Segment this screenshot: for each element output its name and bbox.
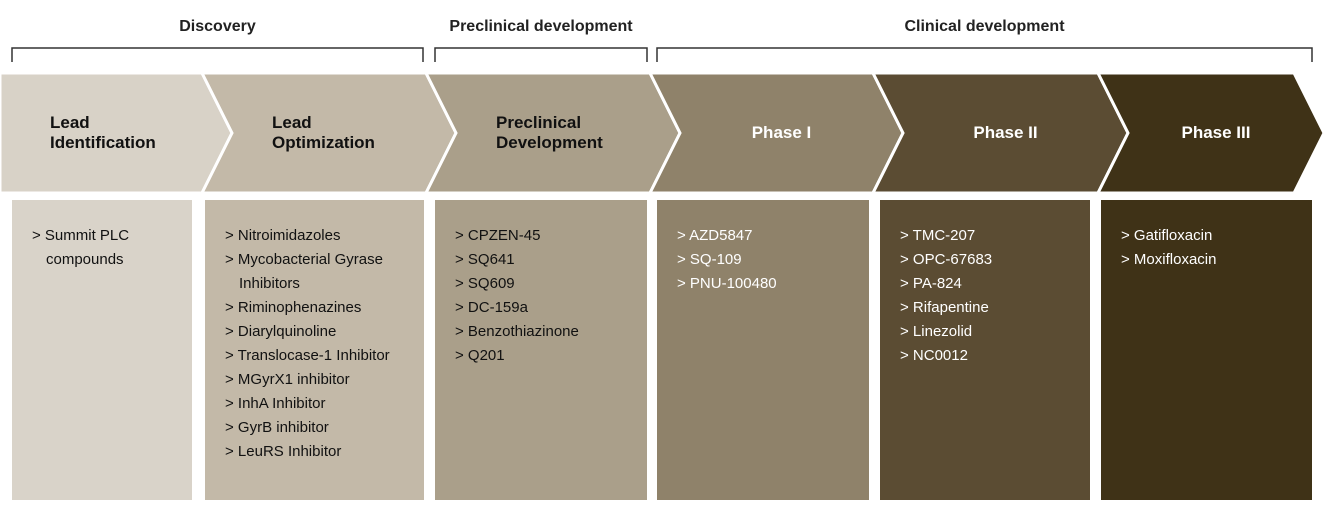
pipeline-item: > Rifapentine [900, 299, 989, 316]
pipeline-item: > PNU-100480 [677, 275, 777, 292]
pipeline-item: > SQ641 [455, 251, 515, 268]
pipeline-item: > Linezolid [900, 323, 973, 340]
pipeline-item: > Mycobacterial Gyrase Inhibitors [225, 251, 383, 292]
stage-column: > AZD5847 > SQ-109 > PNU-100480 [657, 200, 869, 500]
stage-label: Phase I [751, 123, 812, 142]
group-label: Discovery [179, 18, 256, 35]
stage-label: Lead Optimization [272, 113, 375, 152]
stage-column: > Summit PLC compounds [12, 200, 192, 500]
stage-label: Lead Identification [50, 113, 156, 152]
group-label: Clinical development [904, 18, 1065, 35]
pipeline-item: > InhA Inhibitor [225, 395, 326, 412]
stage-column: > Gatifloxacin > Moxifloxacin [1101, 200, 1312, 500]
pipeline-item: > Moxifloxacin [1121, 251, 1217, 268]
stage-column: > TMC-207 > OPC-67683 > PA-824 > Rifapentin… [880, 200, 1090, 500]
pipeline-item: > Riminophenazines [225, 299, 362, 316]
bracket [656, 47, 1313, 62]
stage-label: Phase II [973, 123, 1038, 142]
stage-column: > CPZEN-45 > SQ641 > SQ609 > DC-159a > Benzo… [435, 200, 647, 500]
pipeline-item: > Nitroimidazoles [225, 227, 341, 244]
bracket [434, 47, 648, 62]
stage-label: Preclinical Development [496, 113, 603, 152]
pipeline-item: > LeuRS Inhibitor [225, 443, 342, 460]
pipeline-item: > GyrB inhibitor [225, 419, 329, 436]
stage-column: > Nitroimidazoles > Mycobacterial Gyrase … [205, 200, 424, 500]
pipeline-item: > MGyrX1 inhibitor [225, 371, 350, 388]
pipeline-item: > TMC-207 [900, 227, 976, 244]
pipeline-item: > Benzothiazinone [455, 323, 579, 340]
pipeline-item: > Summit PLC compounds [32, 227, 130, 268]
pipeline-item: > Translocase-1 Inhibitor [225, 347, 390, 364]
bracket [11, 47, 424, 62]
chevron [1095, 71, 1324, 195]
pipeline-item: > Gatifloxacin [1121, 227, 1213, 244]
pipeline-item: > SQ609 [455, 275, 515, 292]
pipeline-item: > SQ-109 [677, 251, 742, 268]
pipeline-item: > Q201 [455, 347, 505, 364]
group-label: Preclinical development [449, 18, 633, 35]
pipeline-item: > DC-159a [455, 299, 528, 316]
stage-label: Phase III [1181, 123, 1251, 142]
pipeline-item: > NC0012 [900, 347, 968, 364]
pipeline-item: > CPZEN-45 [455, 227, 541, 244]
pipeline-item: > Diarylquinoline [225, 323, 337, 340]
pipeline-item: > OPC-67683 [900, 251, 993, 268]
pipeline-item: > AZD5847 [677, 227, 753, 244]
pipeline-item: > PA-824 [900, 275, 962, 292]
